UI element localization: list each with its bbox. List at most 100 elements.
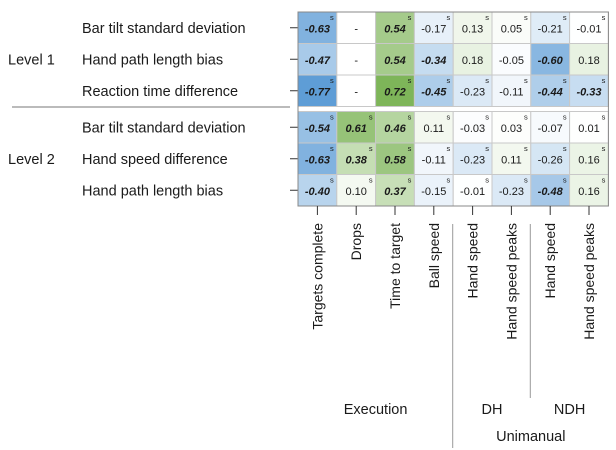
heatmap-cell (375, 43, 415, 76)
heatmap-cell (413, 111, 454, 144)
level-label-2: Level 2 (8, 152, 55, 168)
cell-value: 0.54 (384, 55, 405, 67)
cell-value: -0.77 (305, 86, 331, 98)
cell-value: 0.72 (384, 86, 405, 98)
cell-value: -0.33 (576, 86, 601, 98)
heatmap-cell (530, 74, 571, 107)
column-label-1: Targets complete (309, 223, 325, 330)
column-group-label-1: Execution (344, 402, 408, 418)
cell-value: -0.48 (538, 186, 564, 198)
significance-marker: s (330, 113, 334, 122)
heatmap-cell (491, 11, 532, 44)
significance-marker: s (602, 13, 606, 22)
cell-value: -0.11 (499, 86, 523, 98)
heatmap-cell (491, 43, 532, 76)
significance-marker: s (369, 144, 373, 153)
significance-marker: s (485, 76, 489, 85)
heatmap-cell (491, 74, 532, 107)
heatmap-cell (569, 111, 609, 144)
heatmap-cell (336, 142, 377, 175)
grid-border (297, 11, 609, 207)
significance-marker: s (446, 176, 450, 185)
column-label-4: Ball speed (426, 223, 442, 288)
cell-value: 0.37 (384, 186, 406, 198)
heatmap-cell (569, 74, 609, 107)
row-label-4: Bar tilt standard deviation (82, 120, 246, 136)
cell-value: -0.54 (305, 123, 330, 135)
significance-marker: s (408, 113, 412, 122)
cell-value: -0.05 (499, 55, 524, 67)
cell-value: -0.63 (305, 154, 330, 166)
heatmap-cell (297, 74, 338, 107)
heatmap-cell (452, 174, 493, 207)
significance-marker: s (369, 113, 373, 122)
cell-value: 0.54 (384, 23, 405, 35)
significance-marker: s (602, 176, 606, 185)
heatmap-cell (297, 142, 338, 175)
cell-value: -0.21 (538, 23, 563, 35)
column-label-3: Time to target (387, 223, 403, 309)
significance-marker: s (485, 144, 489, 153)
significance-marker: s (524, 13, 528, 22)
significance-marker: s (408, 176, 412, 185)
cell-value: -0.40 (305, 186, 331, 198)
row-label-1: Bar tilt standard deviation (82, 21, 246, 37)
column-group-label-3: NDH (554, 402, 585, 418)
cell-value: -0.11 (422, 154, 446, 166)
heatmap-cell (413, 74, 454, 107)
significance-marker: s (446, 13, 450, 22)
cell-value: -0.23 (460, 86, 485, 98)
cell-value: -0.03 (460, 123, 485, 135)
cell-value: -0.63 (305, 23, 330, 35)
cell-value: 0.16 (578, 154, 599, 166)
cell-value: -0.23 (499, 186, 524, 198)
significance-marker: s (563, 76, 567, 85)
super-group-label-1: Unimanual (496, 429, 565, 445)
cell-value: 0.01 (578, 123, 599, 135)
significance-marker: s (602, 76, 606, 85)
cell-value: 0.18 (462, 55, 483, 67)
column-label-7: Hand speed (542, 223, 558, 299)
significance-marker: s (330, 13, 334, 22)
cell-value: - (354, 55, 358, 67)
significance-marker: s (563, 144, 567, 153)
cell-value: -0.44 (538, 86, 563, 98)
cell-value: 0.18 (578, 55, 599, 67)
column-label-6: Hand speed peaks (503, 223, 519, 340)
heatmap-cell (336, 174, 377, 207)
column-label-8: Hand speed peaks (581, 223, 597, 340)
cell-value: 0.61 (345, 123, 366, 135)
significance-marker: s (563, 113, 567, 122)
cell-value: -0.34 (421, 55, 446, 67)
cell-value: 0.03 (501, 123, 522, 135)
significance-marker: s (330, 176, 334, 185)
heatmap-cell (530, 174, 571, 207)
heatmap-cell (375, 74, 415, 107)
cell-value: -0.15 (421, 186, 446, 198)
significance-marker: s (485, 113, 489, 122)
cell-value: 0.13 (462, 23, 483, 35)
cell-value: -0.26 (538, 154, 563, 166)
cell-value: -0.45 (421, 86, 447, 98)
significance-marker: s (446, 144, 450, 153)
cell-value: -0.01 (576, 23, 601, 35)
significance-marker: s (408, 13, 412, 22)
cell-value: 0.16 (578, 186, 599, 198)
heatmap-cell (491, 111, 532, 144)
cell-value: -0.07 (538, 123, 563, 135)
level-label-1: Level 1 (8, 52, 55, 68)
cell-value: -0.23 (460, 154, 485, 166)
heatmap-cell (375, 174, 415, 207)
significance-marker: s (330, 76, 334, 85)
significance-marker: s (369, 176, 373, 185)
significance-marker: s (446, 113, 450, 122)
significance-marker: s (524, 176, 528, 185)
heatmap-cell (336, 11, 377, 44)
cell-value: 0.46 (384, 123, 406, 135)
cell-value: 0.38 (345, 154, 367, 166)
heatmap-cell (530, 142, 571, 175)
cell-value: 0.58 (384, 154, 406, 166)
significance-marker: s (602, 144, 606, 153)
cell-value: -0.17 (421, 23, 446, 35)
